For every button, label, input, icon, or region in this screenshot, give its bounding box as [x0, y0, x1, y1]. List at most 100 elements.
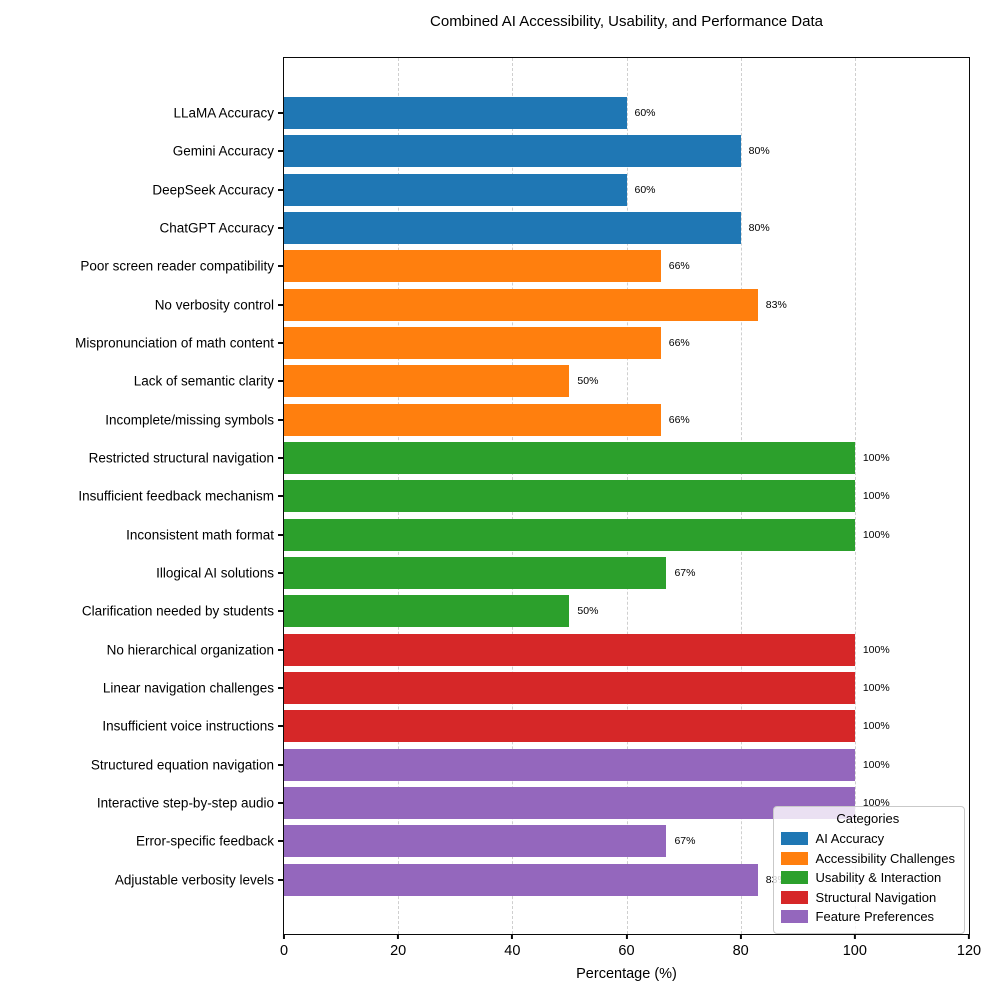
y-axis-label: No verbosity control — [154, 297, 274, 313]
legend-title: Categories — [836, 811, 900, 826]
legend-entries: AI Accuracy Accessibility Challenges Usabi… — [780, 829, 955, 927]
y-tick-mark — [277, 380, 284, 383]
y-axis-label: Adjustable verbosity levels — [114, 872, 274, 888]
bar — [284, 480, 855, 513]
y-tick-mark — [277, 418, 284, 421]
y-tick-mark — [277, 687, 284, 690]
bar-row: Incomplete/missing symbols 66% — [105, 401, 969, 439]
y-tick-mark — [277, 840, 284, 843]
bar-row: Structured equation navigation 100% — [91, 746, 969, 784]
bar-row: DeepSeek Accuracy 60% — [152, 171, 969, 209]
x-tick-mark — [853, 934, 856, 939]
y-tick-mark — [277, 303, 284, 306]
y-axis-label: Lack of semantic clarity — [133, 373, 274, 389]
y-tick-mark — [277, 533, 284, 536]
plot-area: LLaMA Accuracy 60% Gemini Accuracy 80% DeepS… — [75, 57, 981, 982]
bar-value-label: 50% — [577, 605, 599, 618]
bar — [284, 97, 627, 130]
y-axis-label: Error-specific feedback — [135, 833, 274, 849]
bar-row: Restricted structural navigation 100% — [89, 439, 969, 477]
bar — [284, 672, 855, 705]
bar-value-label: 100% — [862, 490, 890, 503]
x-tick-mark — [739, 934, 742, 939]
legend-entry: Feature Preferences — [780, 907, 955, 927]
bar — [284, 787, 855, 820]
bar — [284, 250, 661, 283]
bar-value-label: 83% — [765, 298, 787, 311]
legend-label: Accessibility Challenges — [815, 850, 955, 866]
bar — [284, 557, 667, 590]
y-axis-label: LLaMA Accuracy — [173, 105, 274, 121]
y-axis-label: DeepSeek Accuracy — [152, 182, 274, 198]
bar — [284, 863, 758, 896]
x-tick: 60 — [618, 934, 635, 959]
y-tick-mark — [277, 802, 284, 805]
x-tick: 120 — [957, 934, 981, 959]
bar-value-label: 66% — [668, 260, 690, 273]
bar-row: Linear navigation challenges 100% — [103, 669, 969, 707]
bar — [284, 710, 855, 743]
bar-value-label: 100% — [862, 452, 890, 465]
y-axis-label: Insufficient feedback mechanism — [78, 488, 274, 504]
bar — [284, 518, 855, 551]
bar-row: No verbosity control 83% — [155, 286, 969, 324]
x-tick: 100 — [843, 934, 867, 959]
x-tick-mark — [967, 934, 970, 939]
x-tick-label: 80 — [732, 943, 749, 959]
y-tick-mark — [277, 188, 284, 191]
legend-label: Structural Navigation — [815, 889, 937, 905]
bar — [284, 173, 627, 206]
bar — [284, 748, 855, 781]
y-tick-mark — [277, 342, 284, 345]
legend-entry: AI Accuracy — [780, 829, 955, 849]
bar-row: LLaMA Accuracy 60% — [173, 94, 969, 132]
y-axis-label: Illogical AI solutions — [156, 565, 274, 581]
bar-value-label: 80% — [748, 222, 770, 235]
bar-row: No hierarchical organization 100% — [107, 631, 969, 669]
bar-row: Interactive step-by-step audio 100% — [97, 784, 969, 822]
legend-swatch — [780, 910, 808, 924]
bar — [284, 288, 758, 321]
y-axis-label: Interactive step-by-step audio — [96, 795, 274, 811]
bar — [284, 825, 667, 858]
bar-value-label: 66% — [668, 413, 690, 426]
bar-row: Illogical AI solutions 67% — [156, 554, 969, 592]
x-tick-mark — [282, 934, 285, 939]
bar-row: Adjustable verbosity levels83% — [115, 861, 969, 899]
bar-row: Lack of semantic clarity 50% — [134, 362, 969, 400]
legend-swatch — [780, 890, 808, 904]
y-tick-mark — [277, 150, 284, 153]
bar-value-label: 60% — [634, 107, 656, 120]
bar-value-label: 67% — [674, 567, 696, 580]
y-axis-label: ChatGPT Accuracy — [159, 220, 274, 236]
bar-value-label: 100% — [862, 643, 890, 656]
y-tick-mark — [277, 648, 284, 651]
y-tick-mark — [277, 457, 284, 460]
bar-value-label: 100% — [862, 528, 890, 541]
gridline — [854, 58, 856, 934]
y-axis-label: No hierarchical organization — [106, 642, 274, 658]
y-tick-mark — [277, 725, 284, 728]
bar-row: Poor screen reader compatibility 66% — [80, 247, 969, 285]
bar — [284, 365, 570, 398]
y-axis-label: Mispronunciation of math content — [75, 335, 274, 351]
bar-row: Insufficient voice instructions 100% — [102, 707, 969, 745]
y-axis-label: Insufficient voice instructions — [102, 718, 274, 734]
bar-row: Mispronunciation of math content 66% — [75, 324, 969, 362]
chart-title: Combined AI Accessibility, Usability, an… — [430, 13, 823, 30]
legend-entry: Structural Navigation — [780, 888, 955, 908]
bar-value-label: 50% — [577, 375, 599, 388]
y-axis-label: Inconsistent math format — [126, 527, 274, 543]
x-tick-label: 0 — [279, 943, 289, 959]
bar — [284, 633, 855, 666]
x-tick: 20 — [390, 934, 406, 959]
legend-entry: Accessibility Challenges — [780, 849, 955, 869]
bar — [284, 595, 570, 628]
y-tick-mark — [277, 878, 284, 881]
bar-row: Gemini Accuracy 80% — [173, 132, 969, 170]
x-tick-mark — [511, 934, 514, 939]
legend-label: Feature Preferences — [815, 909, 935, 925]
y-axis-label: Incomplete/missing symbols — [105, 412, 274, 428]
bar-value-label: 80% — [748, 145, 770, 158]
